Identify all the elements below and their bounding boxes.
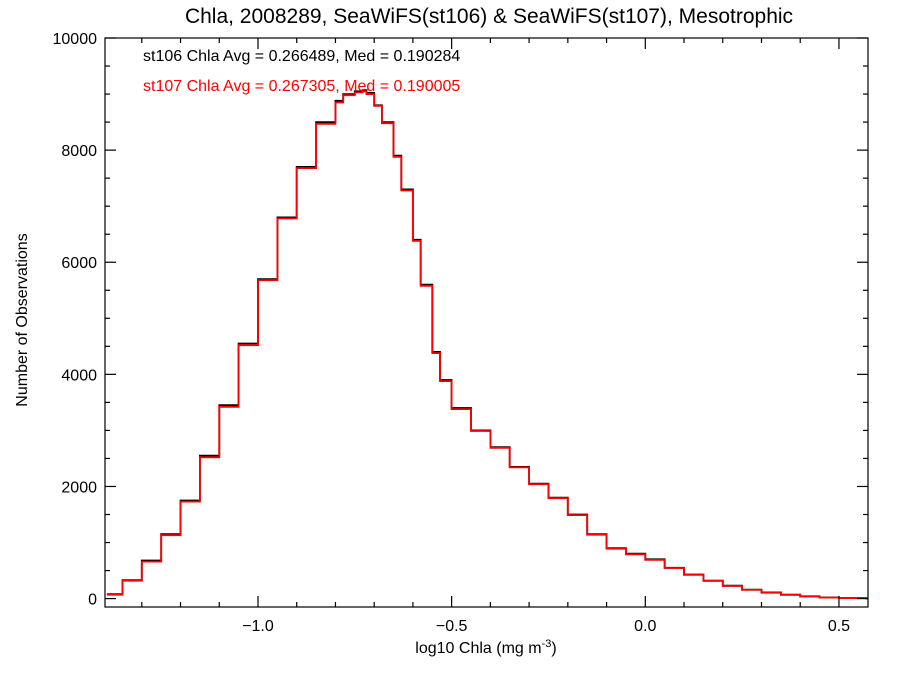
y-tick-label: 10000 — [53, 31, 98, 48]
x-axis-label-main: log10 Chla (mg m — [415, 640, 541, 657]
x-axis-label-superscript: -3 — [542, 638, 552, 650]
y-tick-label: 4000 — [61, 367, 97, 384]
y-tick-label: 2000 — [61, 479, 97, 496]
series-line-2 — [106, 90, 868, 600]
x-tick-label: 0.0 — [634, 618, 656, 635]
plot-series — [106, 89, 868, 600]
stats-annotation-1: st106 Chla Avg = 0.266489, Med = 0.19028… — [143, 48, 460, 65]
y-axis-label: Number of Observations — [14, 233, 31, 406]
x-tick-label: −0.5 — [436, 618, 468, 635]
x-tick-label: −1.0 — [242, 618, 274, 635]
plot-frame — [104, 37, 869, 608]
y-tick-label: 0 — [88, 592, 97, 609]
series-line-1 — [106, 89, 868, 600]
y-tick-label: 8000 — [61, 143, 97, 160]
x-axis-label: log10 Chla (mg m-3) — [415, 638, 556, 657]
y-tick-label: 6000 — [61, 255, 97, 272]
chart-title: Chla, 2008289, SeaWiFS(st106) & SeaWiFS(… — [185, 5, 793, 28]
x-axis-label-close: ) — [551, 640, 556, 657]
x-tick-label: 0.5 — [828, 618, 850, 635]
stats-annotations: st106 Chla Avg = 0.266489, Med = 0.19028… — [143, 48, 460, 95]
axis-ticks: −1.0 −0.5 0.0 0.5 0 2000 4000 6000 8000 10000 — [53, 31, 868, 635]
stats-annotation-2: st107 Chla Avg = 0.267305, Med = 0.19000… — [143, 78, 460, 95]
